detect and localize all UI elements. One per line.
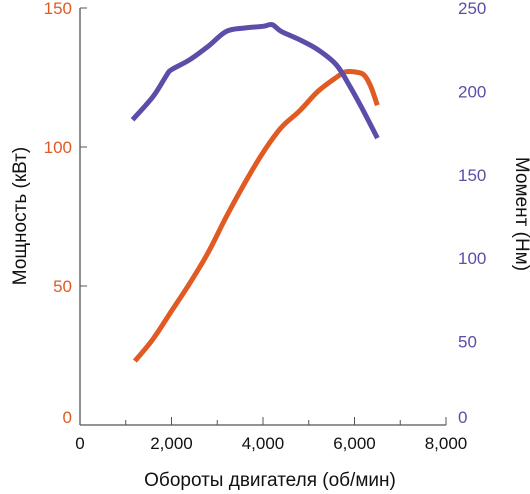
series-layer [130, 21, 380, 363]
y-left-tick-label: 100 [44, 138, 72, 157]
x-tick-label: 6,000 [333, 434, 376, 453]
y-right-axis-title: Момент (Нм) [511, 157, 530, 271]
y-right-axis-ticks: 0 50 100 150 200 250 [458, 0, 486, 427]
y-left-axis-ticks: 0 50 100 150 [44, 0, 87, 427]
plot-frame [79, 8, 446, 426]
x-tick-label: 8,000 [425, 434, 468, 453]
x-tick-label: 0 [75, 434, 84, 453]
torque-series-line [130, 21, 380, 140]
y-left-tick-label: 150 [44, 0, 72, 18]
y-right-tick-label: 200 [458, 82, 486, 101]
y-left-tick-label: 0 [63, 408, 72, 427]
y-right-tick-label: 0 [458, 408, 467, 427]
x-axis-ticks: 0 2,000 4,000 6,000 8,000 [75, 417, 467, 453]
x-axis-title: Обороты двигателя (об/мин) [144, 470, 396, 491]
y-left-tick-label: 50 [53, 277, 72, 296]
y-left-axis-title: Мощность (кВт) [10, 147, 31, 285]
y-right-tick-label: 150 [458, 166, 486, 185]
x-tick-label: 4,000 [242, 434, 285, 453]
y-right-tick-label: 50 [458, 333, 477, 352]
y-right-tick-label: 100 [458, 249, 486, 268]
power-series-line [132, 68, 380, 363]
y-right-tick-label: 250 [458, 0, 486, 18]
x-tick-label: 2,000 [150, 434, 193, 453]
